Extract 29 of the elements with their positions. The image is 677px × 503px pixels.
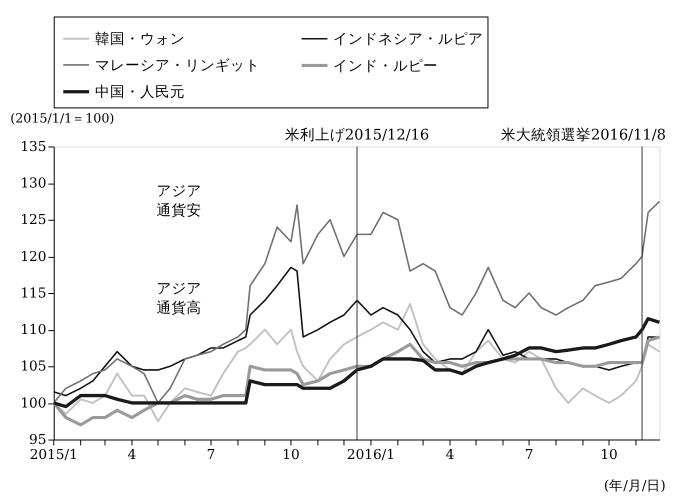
- x-tick-label: 2016/1: [346, 447, 395, 464]
- ref-line-label: 米利上げ2015/12/16: [284, 126, 430, 144]
- line-series: [52, 200, 660, 404]
- ref-line-label: 米大統領選挙2016/11/8: [500, 126, 666, 144]
- y-tick-label: 105: [20, 358, 46, 375]
- y-tick-label: 135: [20, 138, 46, 155]
- x-tick-label: 7: [524, 447, 534, 464]
- annotation: アジア通貨安: [156, 182, 202, 219]
- x-tick-label: 2015/1: [30, 447, 78, 464]
- y-tick-label: 130: [20, 176, 46, 192]
- y-tick-label: 125: [20, 212, 46, 228]
- legend-label: インドネシア・ルピア: [333, 30, 484, 48]
- legend-label: インド・ルピー: [333, 57, 438, 74]
- x-tick-label: 10: [600, 447, 618, 464]
- y-tick-label: 95: [29, 432, 46, 448]
- legend-label: マレーシア・リンギット: [94, 56, 260, 74]
- annotation: アジア通貨高: [156, 280, 202, 317]
- y-tick-label: 120: [20, 248, 46, 265]
- x-tick-label: 7: [206, 447, 216, 464]
- x-tick-label: 10: [282, 447, 300, 464]
- x-axis-title: (年/月/日): [604, 478, 666, 494]
- y-tick-label: 110: [20, 322, 46, 338]
- legend-label: 中国・人民元: [94, 84, 185, 101]
- legend-label: 韓国・ウォン: [94, 30, 185, 48]
- y-tick-label: 115: [20, 285, 46, 302]
- x-tick-label: 4: [446, 447, 454, 464]
- x-tick-label: 4: [128, 447, 136, 464]
- y-axis-title: (2015/1/1＝100): [10, 110, 114, 126]
- y-tick-label: 100: [20, 395, 46, 412]
